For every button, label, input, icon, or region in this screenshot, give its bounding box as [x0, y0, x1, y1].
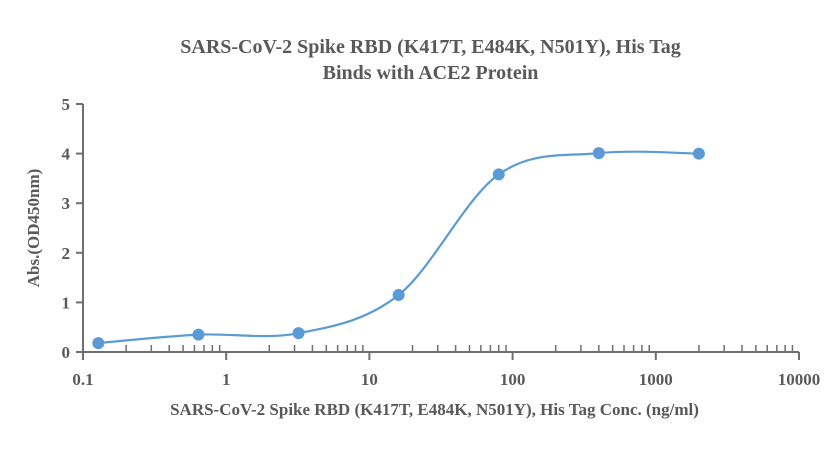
x-tick-label: 10	[361, 370, 378, 389]
chart-title-line-1: SARS-CoV-2 Spike RBD (K417T, E484K, N501…	[180, 36, 681, 58]
tick-labels: 0 1 2 3 4 5 0.1 1 10 100 1000 10000	[62, 95, 821, 389]
data-point	[392, 288, 405, 301]
series-curve	[98, 150, 699, 345]
x-tick-label: 1000	[639, 370, 673, 389]
x-tick-label: 0.1	[72, 370, 93, 389]
y-tick-label: 3	[62, 194, 71, 213]
x-tick-label: 100	[500, 370, 526, 389]
data-point	[592, 147, 605, 160]
y-tick-label: 5	[62, 95, 71, 114]
y-tick-label: 2	[62, 244, 71, 263]
data-point	[692, 147, 705, 160]
x-tick-label: 10000	[778, 370, 821, 389]
data-point	[192, 328, 205, 341]
x-axis-label: SARS-CoV-2 Spike RBD (K417T, E484K, N501…	[170, 400, 699, 419]
y-tick-label: 0	[62, 343, 71, 362]
axes	[76, 103, 800, 360]
data-points	[92, 147, 705, 350]
y-tick-label: 1	[62, 293, 71, 312]
data-point	[292, 327, 305, 340]
chart-title-line-2: Binds with ACE2 Protein	[322, 62, 539, 84]
x-tick-label: 1	[222, 370, 231, 389]
data-point	[92, 337, 105, 350]
data-point	[492, 168, 505, 181]
y-tick-label: 4	[62, 145, 71, 164]
